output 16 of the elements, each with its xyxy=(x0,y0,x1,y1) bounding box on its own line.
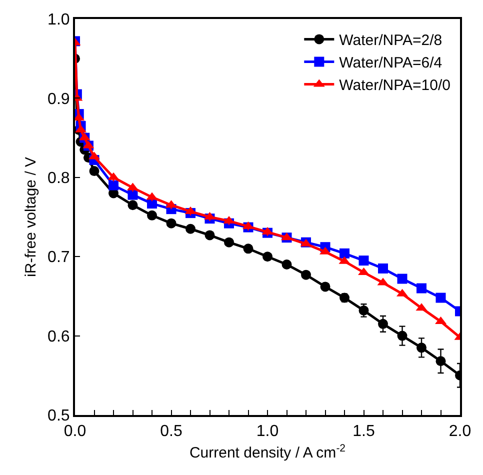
y-tick-label: 0.7 xyxy=(48,249,70,266)
y-tick-label: 0.9 xyxy=(48,90,70,108)
x-tick-label: 1.5 xyxy=(352,423,375,440)
x-tick-label: 1.0 xyxy=(256,423,279,440)
y-tick-label: 0.8 xyxy=(48,170,70,187)
y-tick-label: 1.0 xyxy=(48,12,70,29)
y-tick-label: 0.5 xyxy=(48,408,70,425)
legend-label: Water/NPA=6/4 xyxy=(339,54,442,72)
x-tick-label: 0.0 xyxy=(64,423,86,440)
y-tick-label: 0.6 xyxy=(48,328,70,346)
x-tick-label: 2.0 xyxy=(448,423,472,440)
legend-label: Water/NPA=10/0 xyxy=(339,77,450,94)
x-tick-label: 0.5 xyxy=(160,423,182,440)
y-axis-title: iR-free voltage / V xyxy=(22,156,40,278)
x-axis-title: Current density / A cm$^{-2}$ xyxy=(189,442,346,462)
legend-label: Water/NPA=2/8 xyxy=(339,32,442,50)
